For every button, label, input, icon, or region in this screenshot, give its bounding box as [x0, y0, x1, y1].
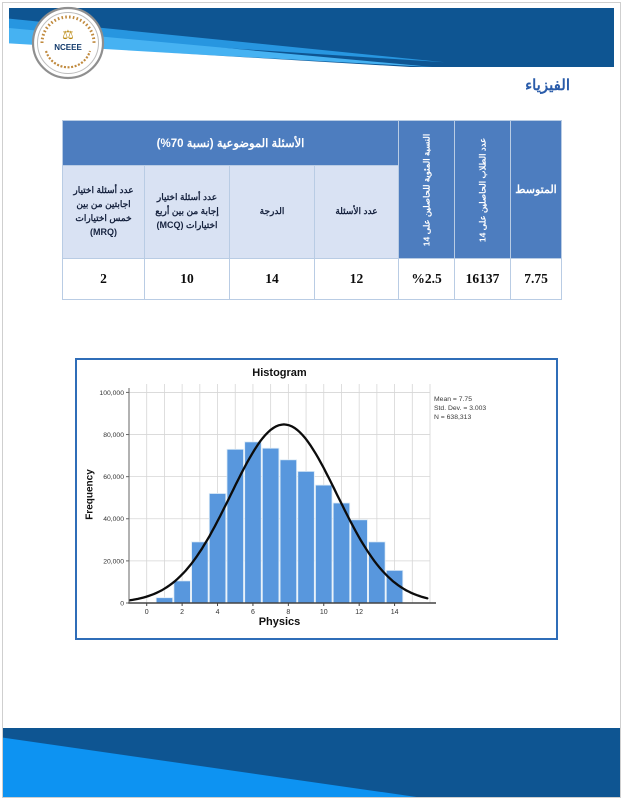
col-header-students-above-14-label: عدد الطلاب الحاصلين على 14: [477, 137, 488, 242]
svg-text:10: 10: [320, 609, 328, 616]
results-table: المتوسط عدد الطلاب الحاصلين على 14 النسب…: [61, 120, 563, 300]
svg-text:20,000: 20,000: [103, 558, 124, 565]
svg-text:0: 0: [145, 609, 149, 616]
col-header-num-questions: عدد الأسئلة: [314, 165, 400, 259]
logo-bottom-arc: [44, 50, 92, 69]
table-banner-objective-questions: الأسئلة الموضوعية (نسبة 70%): [61, 120, 400, 166]
scales-icon: ⚖: [62, 27, 74, 42]
value-mean: 7.75: [510, 258, 563, 300]
col-header-mean: المتوسط: [510, 120, 563, 259]
svg-text:6: 6: [251, 609, 255, 616]
svg-text:12: 12: [355, 609, 363, 616]
chart-title: Histogram: [252, 367, 307, 379]
col-header-students-above-14: عدد الطلاب الحاصلين على 14: [454, 120, 512, 259]
svg-text:80,000: 80,000: [103, 432, 124, 439]
x-axis-label: Physics: [258, 616, 301, 628]
col-header-percent-above-14: النسبة المئوية للحاصلين على 14: [398, 120, 456, 259]
histogram-chart: 0 2 4 6 8 10 12 14 0 20,000 40,000 60,000 80,000 100,…: [75, 358, 558, 640]
value-num-questions: 12: [314, 258, 400, 300]
col-header-score: الدرجة: [229, 165, 316, 259]
svg-text:40,000: 40,000: [103, 516, 124, 523]
histogram-plot: 0 2 4 6 8 10 12 14 0 20,000 40,000 60,000 80,000 100,…: [99, 384, 436, 616]
footer-ribbon-bright: [3, 737, 417, 797]
svg-text:14: 14: [391, 609, 399, 616]
table-row: 7.75 16137 %2.5 12 14 10 2: [61, 258, 563, 300]
nceee-logo: ⚖ NCEEE: [30, 5, 106, 81]
col-header-mcq: عدد أسئلة اختيار إجابة من بين أربع اختيا…: [144, 165, 231, 259]
value-students-above-14: 16137: [454, 258, 512, 300]
svg-text:2: 2: [180, 609, 184, 616]
svg-text:8: 8: [286, 609, 290, 616]
footer-banner: [3, 728, 620, 797]
col-header-percent-above-14-label: النسبة المئوية للحاصلين على 14: [421, 133, 432, 246]
svg-text:100,000: 100,000: [99, 390, 124, 397]
logo-org-abbr: NCEEE: [54, 43, 82, 52]
svg-text:60,000: 60,000: [103, 474, 124, 481]
chart-stats: Mean = 7.75 Std. Dev. = 3.003 N = 638,31…: [434, 396, 487, 421]
y-axis-label: Frequency: [84, 469, 96, 520]
value-percent-above-14: %2.5: [398, 258, 456, 300]
svg-text:0: 0: [120, 600, 124, 607]
value-mrq: 2: [61, 258, 146, 300]
page-title: الفيزياء: [525, 77, 570, 94]
col-header-mrq: عدد أسئلة اختيار اجابتين من بين خمس اختي…: [61, 165, 146, 259]
value-mcq: 10: [144, 258, 231, 300]
value-score: 14: [229, 258, 316, 300]
svg-text:4: 4: [216, 609, 220, 616]
